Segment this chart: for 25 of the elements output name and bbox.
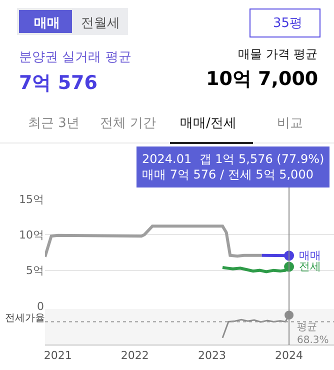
ref-line-label: 평균 68.3% [297, 322, 329, 346]
y-tick-label: 0 [37, 300, 44, 313]
y-tick-label: 10억 [19, 228, 44, 242]
text: 매매 [34, 16, 60, 31]
text: 비교 [277, 116, 303, 131]
text: 매매/전세 [180, 116, 236, 131]
text: 전월세 [81, 16, 120, 31]
x-tick-label: 2022 [120, 349, 149, 362]
text: 35평 [273, 16, 303, 31]
text: 7억 576 [19, 72, 98, 94]
y-tick-label: 5억 [26, 264, 44, 278]
x-tick-label: 2021 [44, 349, 72, 362]
text: 분양권 실거래 평균 [19, 50, 132, 65]
text: 10억 7,000 [206, 68, 318, 90]
series-label: 전세 [299, 260, 321, 273]
series-label: 매매 [299, 249, 321, 262]
text: 매물 가격 평균 [238, 47, 318, 61]
x-tick-label: 2023 [198, 349, 226, 362]
line-series [45, 224, 264, 258]
x-tick-label: 2024 [275, 349, 304, 362]
text: 최근 3년 [28, 116, 80, 131]
text: 전체 기간 [100, 116, 156, 131]
y-axis-title: 전세가율 [5, 313, 45, 324]
y-tick-label: 15억 [19, 192, 44, 206]
text: 2024.01 갭 1억 5,576 (77.9%) 매매 7억 576 / 전세 5억 5,000 [142, 152, 324, 182]
